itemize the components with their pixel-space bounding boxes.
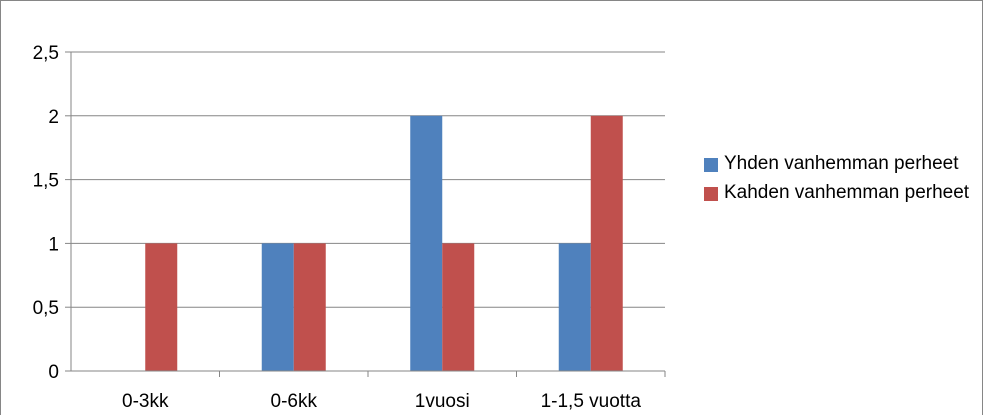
y-tick-label: 1,5 xyxy=(33,171,59,192)
y-tick-label: 0 xyxy=(48,362,59,383)
bars xyxy=(145,115,623,371)
y-tick-label: 1 xyxy=(48,234,59,255)
x-tick-label: 1-1,5 vuotta xyxy=(541,391,642,412)
legend-swatch-yhden xyxy=(704,158,718,172)
legend: Yhden vanhemman perheet Kahden vanhemman… xyxy=(704,150,974,208)
legend-item-yhden: Yhden vanhemman perheet xyxy=(704,150,974,177)
bar-yhden-1 xyxy=(261,243,294,371)
y-tick-label: 2 xyxy=(48,107,59,128)
bar-kahden-1 xyxy=(293,243,326,371)
bar-yhden-3 xyxy=(558,243,591,371)
x-tick-label: 0-6kk xyxy=(271,391,318,412)
legend-item-kahden: Kahden vanhemman perheet xyxy=(704,179,974,206)
legend-swatch-kahden xyxy=(704,187,718,201)
legend-label-yhden: Yhden vanhemman perheet xyxy=(724,153,959,174)
bar-kahden-0 xyxy=(145,243,178,371)
legend-label-kahden: Kahden vanhemman perheet xyxy=(724,182,970,203)
y-tick-label: 2,5 xyxy=(33,43,59,64)
bar-yhden-2 xyxy=(410,115,443,371)
bar-kahden-2 xyxy=(442,243,475,371)
bar-kahden-3 xyxy=(590,115,623,371)
y-tick-label: 0,5 xyxy=(33,298,59,319)
x-tick-label: 1vuosi xyxy=(415,391,470,412)
tick-labels: 0 0,5 1 1,5 2 2,5 0-3kk 0-6kk 1vuosi 1-1,5 vuotta xyxy=(33,43,642,412)
axes xyxy=(65,51,666,377)
x-tick-label: 0-3kk xyxy=(122,391,169,412)
